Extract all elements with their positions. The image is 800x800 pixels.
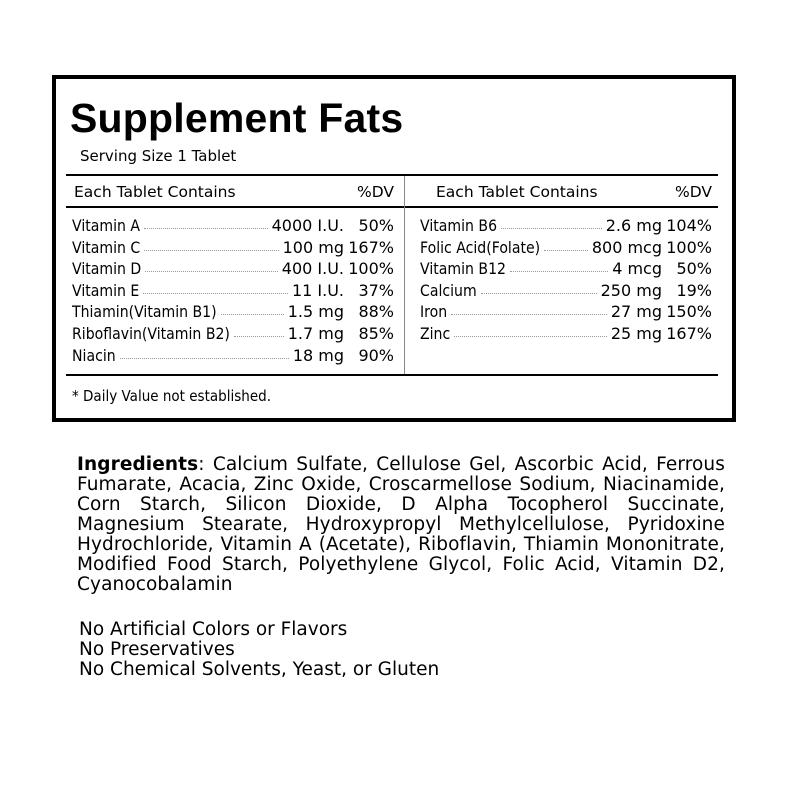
nutrient-name: Iron: [420, 302, 448, 322]
nutrient-row: Vitamin C 100 mg 167%: [72, 236, 394, 257]
nutrient-name: Vitamin A: [72, 216, 141, 235]
ingredients-label: Ingredients: [77, 454, 199, 475]
dot-leader: [220, 314, 284, 316]
nutrient-dv: 167%: [666, 324, 712, 343]
nutrient-row: Zinc 25 mg 167%: [420, 322, 712, 343]
nutrient-dv: 150%: [666, 302, 712, 322]
nutrient-dv: 88%: [358, 302, 394, 322]
ingredients-text: : Calcium Sulfate, Cellulose Gel, Ascorb…: [77, 454, 725, 595]
divider: [66, 206, 718, 208]
dot-leader: [234, 336, 284, 337]
supplement-facts-panel: Supplement Fats Serving Size 1 Tablet Ea…: [52, 75, 736, 422]
nutrient-amount: 18 mg: [292, 345, 344, 365]
dot-leader: [119, 357, 289, 359]
column-divider: [404, 176, 405, 374]
nutrient-dv: 37%: [358, 280, 394, 300]
nutrient-amount: 250 mg: [600, 280, 662, 300]
dot-leader: [544, 249, 588, 251]
nutrient-dv: 50%: [358, 216, 394, 235]
dot-leader: [480, 292, 597, 294]
dot-leader: [144, 249, 279, 251]
nutrient-amount: 800 mcg: [591, 237, 662, 257]
claim: No Artificial Colors or Flavors: [79, 619, 348, 640]
nutrient-dv: 100%: [348, 259, 394, 279]
nutrient-dv: 100%: [666, 237, 712, 257]
nutrient-name: Folic Acid(Folate): [420, 237, 541, 257]
nutrient-amount: 25 mg: [610, 324, 662, 343]
nutrient-row: Vitamin B12 4 mcg 50%: [420, 257, 712, 278]
nutrient-name: Vitamin D: [72, 259, 142, 279]
nutrient-name: Calcium: [420, 280, 477, 300]
nutrient-amount: 1.5 mg: [287, 302, 344, 322]
panel-title: Supplement Fats: [70, 95, 404, 141]
nutrient-dv: 167%: [348, 237, 394, 257]
dot-leader: [509, 271, 609, 273]
nutrient-amount: 4 mcg: [612, 259, 662, 279]
nutrient-row: Thiamin(Vitamin B1) 1.5 mg 88%: [72, 300, 394, 321]
nutrient-name: Vitamin E: [72, 280, 140, 300]
nutrient-row: Vitamin A 4000 I.U. 50%: [72, 214, 394, 235]
claim: No Preservatives: [79, 639, 235, 660]
nutrient-amount: 400 I.U.: [281, 259, 344, 279]
nutrient-name: Niacin: [72, 345, 116, 365]
dot-leader: [500, 228, 602, 229]
nutrient-amount: 1.7 mg: [287, 324, 344, 343]
dot-leader: [454, 336, 607, 337]
nutrient-amount: 4000 I.U.: [271, 216, 344, 235]
nutrient-row: Iron 27 mg 150%: [420, 300, 712, 321]
nutrient-dv: 85%: [358, 324, 394, 343]
nutrient-row: Riboflavin(Vitamin B2) 1.7 mg 85%: [72, 322, 394, 343]
nutrient-row: Vitamin E 11 I.U. 37%: [72, 279, 394, 300]
nutrient-name: Vitamin B12: [420, 259, 506, 279]
claim: No Chemical Solvents, Yeast, or Gluten: [79, 659, 440, 680]
nutrient-dv: 90%: [358, 345, 394, 365]
nutrient-dv: 50%: [676, 259, 712, 279]
nutrient-amount: 27 mg: [610, 302, 662, 322]
nutrient-dv: 104%: [666, 216, 712, 235]
nutrient-row: Calcium 250 mg 19%: [420, 279, 712, 300]
ingredients: Ingredients: Calcium Sulfate, Cellulose …: [77, 455, 725, 595]
nutrient-column-left: Each Tablet Contains %DV Vitamin A 4000 I…: [72, 176, 394, 376]
divider: [66, 374, 718, 376]
nutrient-amount: 2.6 mg: [605, 216, 662, 235]
dot-leader: [145, 271, 278, 273]
nutrient-amount: 11 I.U.: [291, 280, 344, 300]
nutrient-dv: 19%: [676, 280, 712, 300]
column-header: Each Tablet Contains: [74, 183, 236, 201]
column-header: Each Tablet Contains: [436, 183, 598, 201]
nutrient-column-right: Each Tablet Contains %DV Vitamin B6 2.6 m…: [420, 176, 712, 376]
serving-size: Serving Size 1 Tablet: [80, 147, 237, 165]
dot-leader: [144, 228, 268, 229]
footnote: * Daily Value not established.: [72, 387, 271, 405]
nutrient-name: Vitamin B6: [420, 216, 498, 235]
dv-header: %DV: [357, 183, 394, 201]
dv-header: %DV: [675, 183, 712, 201]
nutrient-row: Niacin 18 mg 90%: [72, 344, 394, 365]
nutrient-row: Folic Acid(Folate) 800 mcg 100%: [420, 236, 712, 257]
nutrient-row: Vitamin B6 2.6 mg 104%: [420, 214, 712, 235]
dot-leader: [143, 292, 288, 294]
nutrient-name: Zinc: [420, 324, 451, 343]
divider: [66, 174, 718, 176]
nutrient-name: Thiamin(Vitamin B1): [72, 302, 217, 322]
nutrient-row: Vitamin D 400 I.U. 100%: [72, 257, 394, 278]
dot-leader: [451, 314, 607, 316]
nutrient-name: Riboflavin(Vitamin B2): [72, 324, 230, 343]
nutrient-amount: 100 mg: [282, 237, 344, 257]
nutrient-name: Vitamin C: [72, 237, 141, 257]
claims: No Artificial Colors or Flavors No Prese…: [79, 620, 439, 680]
